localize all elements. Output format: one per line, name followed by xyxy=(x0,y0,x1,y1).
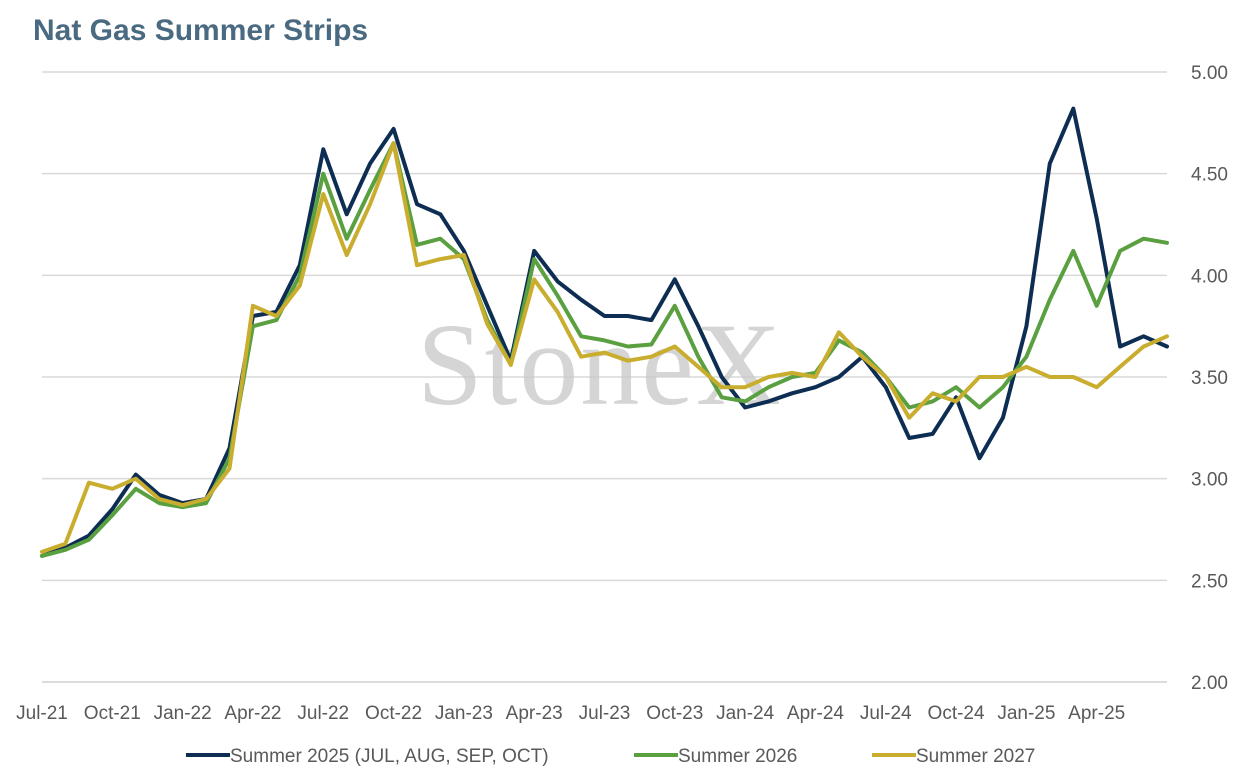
x-tick-label: Oct-23 xyxy=(646,703,703,724)
gridlines xyxy=(42,71,1167,582)
y-tick-label: 3.50 xyxy=(1191,368,1228,389)
x-tick-label: Oct-22 xyxy=(365,703,422,724)
chart-title: Nat Gas Summer Strips xyxy=(33,14,369,47)
y-tick-label: 5.00 xyxy=(1191,63,1228,84)
y-axis-ticks: 2.00 2.50 3.00 3.50 4.00 4.50 5.00 xyxy=(1191,63,1228,694)
x-axis-ticks: Jul-21 Oct-21 Jan-22 Apr-22 Jul-22 Oct-22 Jan-… xyxy=(16,703,1125,724)
y-tick-label: 2.50 xyxy=(1191,571,1228,592)
legend: Summer 2025 (JUL, AUG, SEP, OCT) Summer 2… xyxy=(186,746,1035,767)
legend-label: Summer 2027 xyxy=(916,746,1035,767)
x-tick-label: Jul-21 xyxy=(16,703,68,724)
x-tick-label: Jan-23 xyxy=(435,703,493,724)
x-tick-label: Jul-24 xyxy=(860,703,912,724)
x-tick-label: Oct-24 xyxy=(928,703,985,724)
x-tick-label: Apr-23 xyxy=(506,703,563,724)
y-tick-label: 3.00 xyxy=(1191,470,1228,491)
x-tick-label: Jan-22 xyxy=(154,703,212,724)
y-tick-label: 2.00 xyxy=(1191,673,1228,694)
x-tick-label: Apr-25 xyxy=(1068,703,1125,724)
x-tick-label: Jul-23 xyxy=(579,703,631,724)
x-tick-label: Apr-24 xyxy=(787,703,844,724)
legend-label: Summer 2025 (JUL, AUG, SEP, OCT) xyxy=(230,746,549,767)
series-line-3 xyxy=(40,141,1169,554)
legend-label: Summer 2026 xyxy=(678,746,797,767)
x-tick-label: Apr-22 xyxy=(224,703,281,724)
stonex-watermark: StoneX xyxy=(417,299,783,430)
y-tick-label: 4.50 xyxy=(1191,165,1228,186)
x-tick-label: Jul-22 xyxy=(297,703,349,724)
x-tick-label: Jan-25 xyxy=(997,703,1055,724)
x-tick-label: Oct-21 xyxy=(84,703,141,724)
x-tick-label: Jan-24 xyxy=(716,703,775,724)
series-layer xyxy=(40,106,1169,558)
y-tick-label: 4.00 xyxy=(1191,266,1228,287)
